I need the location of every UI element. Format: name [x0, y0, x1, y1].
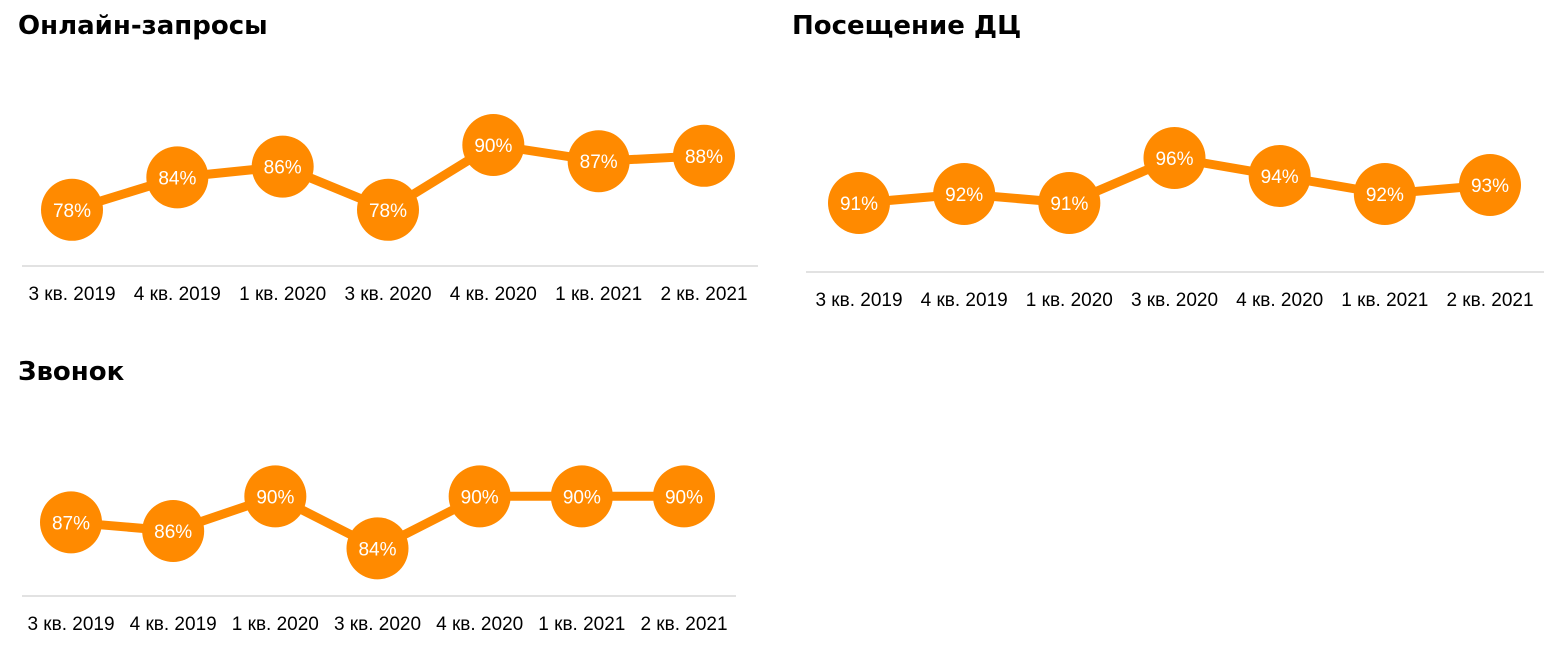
data-label: 91%: [840, 194, 878, 215]
x-tick-label: 3 кв. 2020: [344, 284, 431, 305]
chart-online-requests: Онлайн-запросы 78% 84% 86% 78% 90% 87% 88% 3 кв…: [18, 10, 763, 310]
data-point: [1038, 172, 1101, 234]
data-point: [1459, 154, 1521, 216]
x-tick-label: 4 кв. 2019: [134, 284, 221, 305]
data-point: [933, 163, 996, 225]
data-point: [40, 491, 102, 554]
data-label: 87%: [52, 513, 90, 534]
data-label: 87%: [580, 152, 618, 173]
data-label: 92%: [945, 185, 983, 206]
data-point: [1353, 163, 1416, 225]
data-point: [550, 465, 613, 528]
x-tick-label: 3 кв. 2020: [1131, 290, 1218, 311]
data-label: 78%: [53, 201, 91, 222]
line-chart-svg: 78% 84% 86% 78% 90% 87% 88% 3 кв. 2019 4 кв. 201…: [22, 114, 758, 305]
x-tick-label: 1 кв. 2021: [555, 284, 642, 305]
chart-phone-call: Звонок 87% 86% 90% 84% 90% 90% 90% 3 кв. 2019 4 …: [18, 356, 738, 636]
x-tick-label: 4 кв. 2020: [450, 284, 537, 305]
data-point: [1248, 145, 1311, 207]
x-tick-label: 1 кв. 2020: [232, 614, 319, 635]
data-point: [251, 135, 314, 198]
data-point: [462, 114, 525, 176]
chart-title: Посещение ДЦ: [792, 11, 1022, 41]
data-label: 96%: [1155, 149, 1193, 170]
data-point: [1143, 127, 1206, 189]
data-label: 86%: [264, 158, 302, 179]
x-tick-label: 3 кв. 2019: [27, 614, 114, 635]
data-label: 84%: [358, 539, 396, 560]
x-tick-label: 1 кв. 2020: [1026, 290, 1113, 311]
data-point: [567, 130, 630, 193]
data-point: [448, 465, 511, 528]
data-label: 90%: [665, 487, 703, 508]
data-label: 88%: [685, 147, 723, 168]
x-tick-label: 2 кв. 2021: [660, 284, 747, 305]
data-label: 93%: [1471, 176, 1509, 197]
line-chart-svg: 87% 86% 90% 84% 90% 90% 90% 3 кв. 2019 4 кв. 201…: [22, 465, 736, 635]
x-tick-label: 3 кв. 2019: [815, 290, 902, 311]
data-label: 90%: [461, 487, 499, 508]
data-point: [653, 465, 715, 528]
x-tick-label: 3 кв. 2020: [334, 614, 421, 635]
x-tick-label: 4 кв. 2019: [130, 614, 217, 635]
x-tick-label: 2 кв. 2021: [640, 614, 727, 635]
data-label: 90%: [563, 487, 601, 508]
x-tick-label: 1 кв. 2021: [1341, 290, 1428, 311]
data-label: 84%: [158, 168, 196, 189]
data-label: 94%: [1261, 167, 1299, 188]
data-label: 90%: [474, 136, 512, 157]
line-chart-svg: 91% 92% 91% 96% 94% 92% 93% 3 кв. 2019 4 кв. 201…: [806, 127, 1544, 311]
data-point: [41, 178, 103, 241]
data-point: [346, 517, 409, 580]
x-tick-label: 1 кв. 2021: [538, 614, 625, 635]
data-point: [142, 500, 205, 562]
x-tick-label: 1 кв. 2020: [239, 284, 326, 305]
x-tick-label: 4 кв. 2019: [921, 290, 1008, 311]
x-tick-label: 4 кв. 2020: [1236, 290, 1323, 311]
x-tick-label: 4 кв. 2020: [436, 614, 523, 635]
data-label: 78%: [369, 201, 407, 222]
data-label: 90%: [256, 487, 294, 508]
data-point: [673, 124, 735, 187]
x-tick-label: 2 кв. 2021: [1446, 290, 1533, 311]
data-label: 91%: [1050, 194, 1088, 215]
data-label: 86%: [154, 522, 192, 543]
data-point: [357, 178, 419, 241]
chart-title: Онлайн-запросы: [18, 11, 268, 41]
data-label: 92%: [1366, 185, 1404, 206]
data-point: [244, 465, 307, 528]
x-tick-label: 3 кв. 2019: [28, 284, 115, 305]
data-point: [828, 172, 890, 234]
chart-dealer-visit: Посещение ДЦ 91% 92% 91% 96% 94% 92% 93% 3 кв. …: [792, 10, 1544, 311]
chart-title: Звонок: [18, 357, 125, 387]
data-point: [146, 146, 209, 209]
